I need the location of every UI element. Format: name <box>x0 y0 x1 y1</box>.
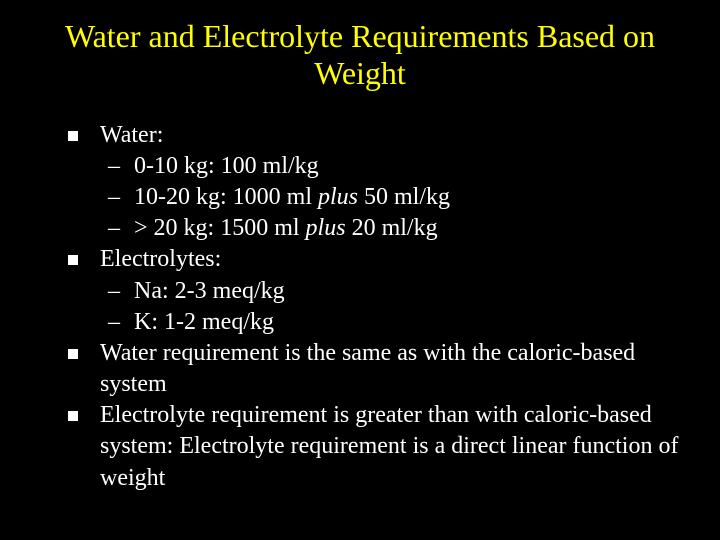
bullet-text: Water requirement is the same as with th… <box>100 340 635 397</box>
list-item: Electrolytes: Na: 2-3 meq/kg K: 1-2 meq/… <box>60 244 680 338</box>
sub-text: > 20 kg: 1500 ml <box>134 215 306 241</box>
sub-item: Na: 2-3 meq/kg <box>104 276 680 307</box>
sub-text: 0-10 kg: 100 ml/kg <box>134 153 319 179</box>
bullet-list: Water: 0-10 kg: 100 ml/kg 10-20 kg: 1000… <box>40 120 680 494</box>
sub-text: 20 ml/kg <box>346 215 438 241</box>
sub-item: 10-20 kg: 1000 ml plus 50 ml/kg <box>104 182 680 213</box>
sub-item: 0-10 kg: 100 ml/kg <box>104 151 680 182</box>
sub-item: > 20 kg: 1500 ml plus 20 ml/kg <box>104 213 680 244</box>
slide: Water and Electrolyte Requirements Based… <box>0 0 720 540</box>
sub-text: 50 ml/kg <box>358 184 450 210</box>
sub-text: 10-20 kg: 1000 ml <box>134 184 318 210</box>
sub-text: K: 1-2 meq/kg <box>134 309 274 335</box>
bullet-text: Water: <box>100 122 163 148</box>
sub-item: K: 1-2 meq/kg <box>104 307 680 338</box>
bullet-text: Electrolyte requirement is greater than … <box>100 402 678 490</box>
bullet-text: Electrolytes: <box>100 246 221 272</box>
slide-title: Water and Electrolyte Requirements Based… <box>40 18 680 92</box>
sub-list: 0-10 kg: 100 ml/kg 10-20 kg: 1000 ml plu… <box>100 151 680 245</box>
sub-text: Na: 2-3 meq/kg <box>134 278 285 304</box>
list-item: Electrolyte requirement is greater than … <box>60 400 680 494</box>
italic-text: plus <box>318 184 358 210</box>
list-item: Water requirement is the same as with th… <box>60 338 680 400</box>
list-item: Water: 0-10 kg: 100 ml/kg 10-20 kg: 1000… <box>60 120 680 245</box>
sub-list: Na: 2-3 meq/kg K: 1-2 meq/kg <box>100 276 680 338</box>
italic-text: plus <box>306 215 346 241</box>
